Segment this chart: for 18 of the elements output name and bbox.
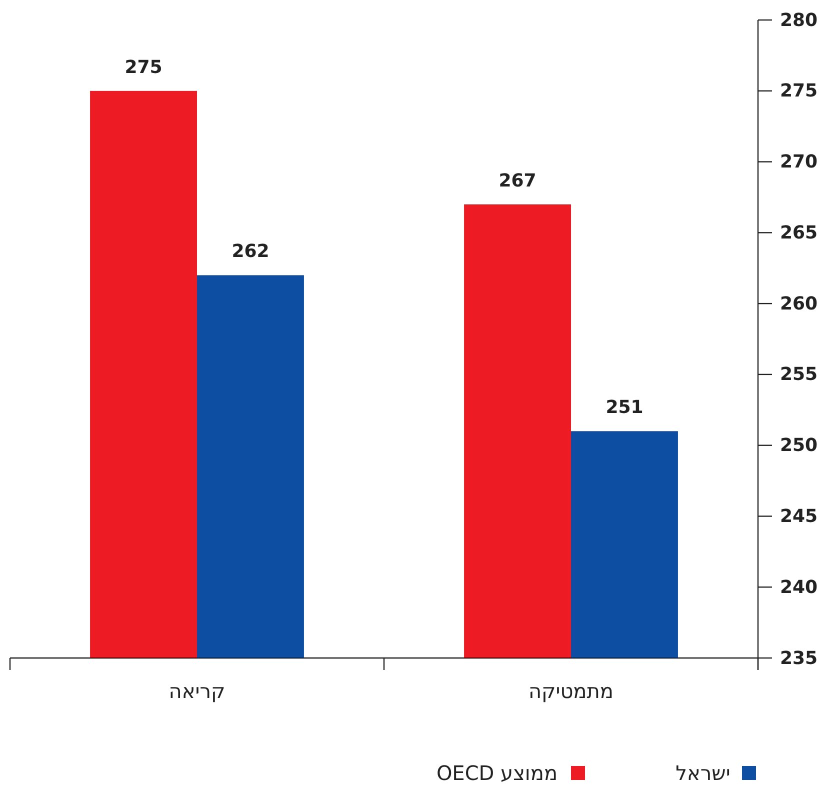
- legend-label: ממוצע OECD: [436, 761, 558, 785]
- y-tick-label: 250: [780, 435, 818, 456]
- data-label: 251: [606, 397, 644, 418]
- legend-label: ישראל: [676, 761, 730, 785]
- y-tick-label: 260: [780, 293, 818, 314]
- y-tick-label: 280: [780, 10, 818, 31]
- data-label: 275: [124, 56, 162, 78]
- data-label: 267: [498, 170, 536, 192]
- x-tick-label: מתמטיקה: [528, 679, 614, 703]
- y-tick-label: 270: [780, 152, 818, 173]
- y-tick-label: 275: [780, 80, 818, 102]
- y-tick-label: 255: [780, 364, 818, 386]
- x-tick-label: קריאה: [168, 679, 226, 703]
- y-tick-label: 265: [780, 222, 818, 244]
- y-tick-label: 245: [780, 506, 818, 527]
- data-label: 262: [232, 241, 270, 262]
- y-tick-label: 240: [780, 576, 818, 598]
- y-tick-label: 235: [780, 648, 818, 669]
